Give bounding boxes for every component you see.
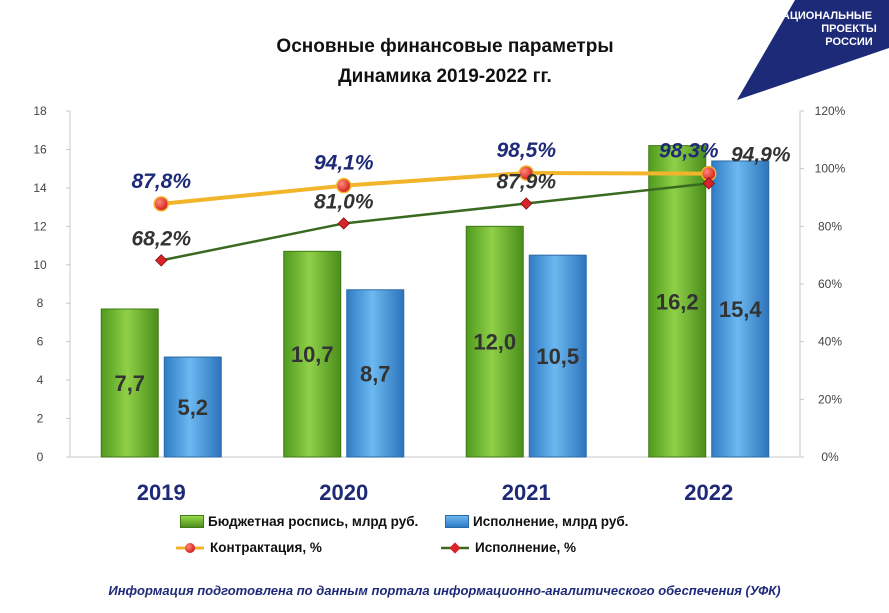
marker-execution-pct <box>520 197 533 210</box>
legend-item-budget: Бюджетная роспись, млрд руб. <box>180 514 418 529</box>
logo-line1: НАЦИОНАЛЬНЫЕ <box>774 10 872 22</box>
bar-execution-rub <box>346 289 405 458</box>
x-tick-label: 2020 <box>319 480 368 505</box>
left-tick-label: 4 <box>37 373 44 387</box>
bar-budget <box>100 308 159 458</box>
left-tick-label: 8 <box>37 296 44 310</box>
x-tick-label: 2021 <box>502 480 551 505</box>
bar-label-budget: 10,7 <box>291 342 334 367</box>
right-tick-label: 80% <box>818 219 842 233</box>
bar-label-execution-rub: 8,7 <box>360 361 391 386</box>
legend-label-contracting: Контрактация, % <box>210 540 322 555</box>
bar-label-execution-rub: 5,2 <box>177 395 208 420</box>
legend-label-execution-rub: Исполнение, млрд руб. <box>473 514 629 529</box>
marker-contracting <box>518 165 534 181</box>
left-tick-label: 16 <box>33 142 47 156</box>
bar-label-budget: 12,0 <box>473 330 516 355</box>
bar-label-execution-rub: 10,5 <box>536 344 579 369</box>
left-tick-label: 0 <box>37 450 44 464</box>
right-tick-label: 20% <box>818 392 842 406</box>
bar-execution-rub <box>163 356 222 458</box>
bar-execution-rub <box>528 254 587 458</box>
left-tick-label: 10 <box>33 258 47 272</box>
marker-execution-pct <box>155 254 168 267</box>
right-tick-label: 120% <box>815 104 846 118</box>
legend-item-contracting: Контрактация, % <box>176 540 322 555</box>
line-label-contracting: 98,5% <box>496 139 556 162</box>
chart-title-line2: Динамика 2019-2022 гг. <box>338 66 552 87</box>
line-label-execution-pct: 68,2% <box>131 227 191 250</box>
bar-label-budget: 7,7 <box>114 371 145 396</box>
logo-line3: РОССИИ <box>825 36 873 48</box>
line-execution-pct <box>161 182 709 262</box>
line-label-execution-pct: 87,9% <box>496 171 556 194</box>
right-tick-label: 0% <box>821 450 839 464</box>
left-tick-label: 18 <box>33 104 47 118</box>
bar-budget <box>465 225 524 458</box>
bar-label-budget: 16,2 <box>656 289 699 314</box>
legend-label-execution-pct: Исполнение, % <box>475 540 576 555</box>
right-tick-label: 40% <box>818 335 842 349</box>
legend-swatch-budget <box>180 515 204 528</box>
marker-execution-pct <box>702 177 715 190</box>
x-tick-label: 2022 <box>684 480 733 505</box>
bar-budget <box>283 250 342 458</box>
axes-layer: 0 2 4 6 8 10 12 14 16 18 0% 20% 40% 60% 80% 100% 120% 201… <box>33 104 845 505</box>
left-tick-label: 12 <box>33 219 47 233</box>
legend-swatch-contracting <box>176 542 204 553</box>
x-tick-label: 2019 <box>137 480 186 505</box>
right-tick-label: 100% <box>815 162 846 176</box>
marker-contracting <box>153 196 169 212</box>
line-label-contracting: 98,3% <box>659 140 719 163</box>
bar-budget <box>648 145 707 458</box>
line-label-execution-pct: 94,9% <box>731 143 791 166</box>
chart-title-line1: Основные финансовые параметры <box>276 36 614 57</box>
left-tick-label: 14 <box>33 181 47 195</box>
left-tick-label: 6 <box>37 335 44 349</box>
legend-swatch-execution-pct <box>441 541 469 554</box>
lines-layer <box>153 165 717 267</box>
line-label-contracting: 94,1% <box>314 152 374 175</box>
left-tick-label: 2 <box>37 412 44 426</box>
right-tick-label: 60% <box>818 277 842 291</box>
bar-execution-rub <box>711 160 770 458</box>
legend-item-execution-rub: Исполнение, млрд руб. <box>445 514 628 529</box>
logo-background <box>737 0 889 100</box>
line-label-contracting: 87,8% <box>131 170 191 193</box>
marker-contracting <box>336 177 352 194</box>
labels-layer: 7,7 10,7 12,0 16,2 5,2 8,7 10,5 15,4 87,8% 94,1% 9… <box>114 139 790 420</box>
line-contracting <box>161 170 709 206</box>
chart-title: Основные финансовые параметры Динамика 2… <box>160 32 730 92</box>
legend-swatch-execution-rub <box>445 515 469 528</box>
line-label-execution-pct: 81,0% <box>314 190 374 213</box>
legend-item-execution-pct: Исполнение, % <box>441 540 576 555</box>
logo-line2: ПРОЕКТЫ <box>821 23 877 35</box>
national-projects-logo: НАЦИОНАЛЬНЫЕ ПРОЕКТЫ РОССИИ <box>737 0 889 100</box>
legend-label-budget: Бюджетная роспись, млрд руб. <box>208 514 419 529</box>
footnote: Информация подготовлена по данным портал… <box>108 583 781 598</box>
bars-layer <box>100 145 770 458</box>
bar-label-execution-rub: 15,4 <box>719 297 763 322</box>
marker-execution-pct <box>337 217 350 230</box>
